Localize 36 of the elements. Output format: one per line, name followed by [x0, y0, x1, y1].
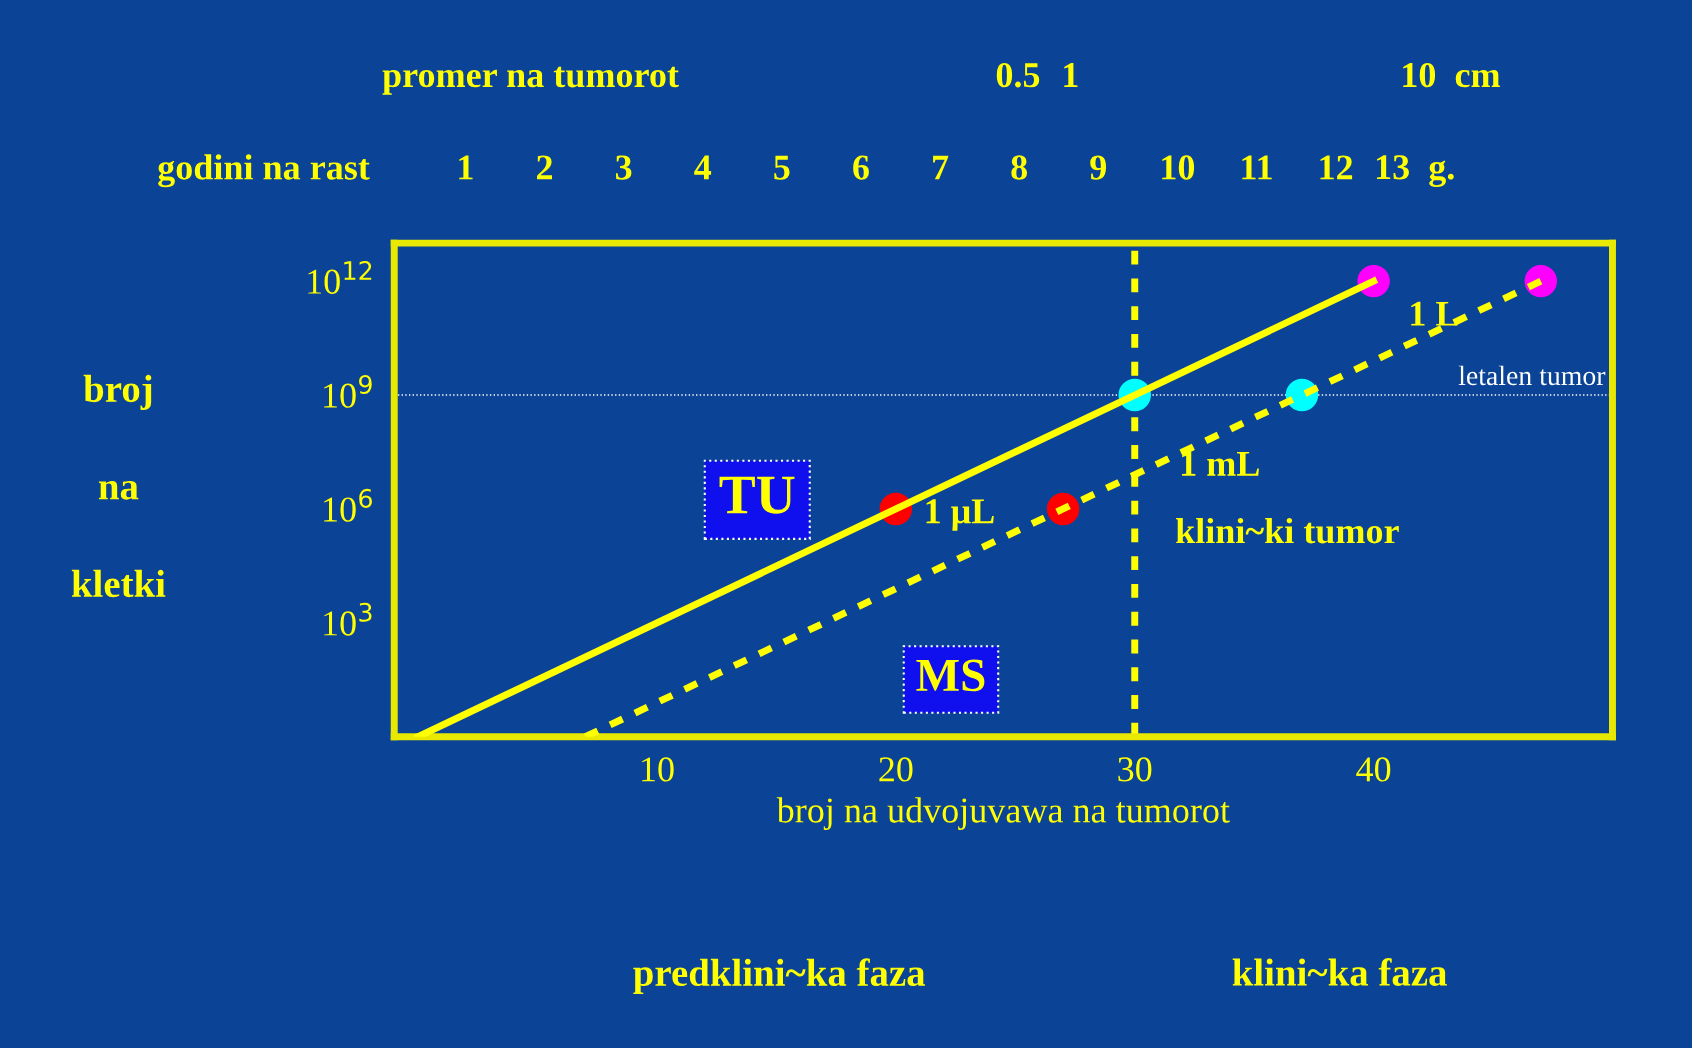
x2-tick-label: 3	[615, 155, 632, 180]
x-axis-title: broj na udvojuvawa na tumorot	[776, 797, 1230, 831]
text: promer na tumorot	[382, 66, 679, 95]
x2-axis-title: godini na rast	[158, 154, 370, 188]
x2-tick-label: 11	[1242, 155, 1272, 180]
y-tick-label: 10$^{12}$	[308, 261, 372, 294]
x2-tick-label: 10	[1162, 155, 1195, 180]
x-tick-label: 30	[1118, 757, 1152, 782]
text: 10 cm	[1403, 62, 1500, 88]
x-tick-label: 10	[642, 757, 674, 782]
text: broj na kletki	[71, 374, 166, 598]
x2-tick-label: 9	[1090, 155, 1107, 180]
y-tick-label: 10$^{9}$	[324, 374, 372, 408]
annotation: 1 μL	[926, 499, 994, 531]
x2-tick-label: 12	[1320, 155, 1353, 180]
ref-line-label: letalen tumor	[1458, 365, 1606, 386]
x2-tick-label: 1	[459, 155, 473, 180]
x-tick-label: 40	[1356, 757, 1391, 782]
x2-tick-label: 8	[1011, 155, 1028, 180]
y-tick-label: 10$^{3}$	[324, 602, 372, 636]
text: 1	[1064, 63, 1078, 87]
x2-tick-label: 7	[933, 155, 949, 180]
annotation: 1 mL	[1182, 451, 1259, 476]
text: predklini~ka faza	[633, 958, 926, 994]
annotation: TU	[719, 476, 795, 514]
x2-tick-label: 4	[694, 155, 712, 180]
x2-tick-label: 2	[537, 155, 553, 180]
text: klini~ka faza	[1232, 958, 1447, 986]
x2-tick-label: 6	[853, 155, 869, 180]
x2-tick-label: 13 g.	[1376, 155, 1454, 188]
x2-tick-label: 5	[774, 155, 790, 180]
annotation: klini~ki tumor	[1176, 517, 1399, 544]
text: 0.5	[996, 62, 1040, 88]
annotation: MS	[916, 659, 985, 692]
y-tick-label: 10$^{6}$	[324, 488, 372, 522]
x-tick-label: 20	[879, 757, 913, 782]
